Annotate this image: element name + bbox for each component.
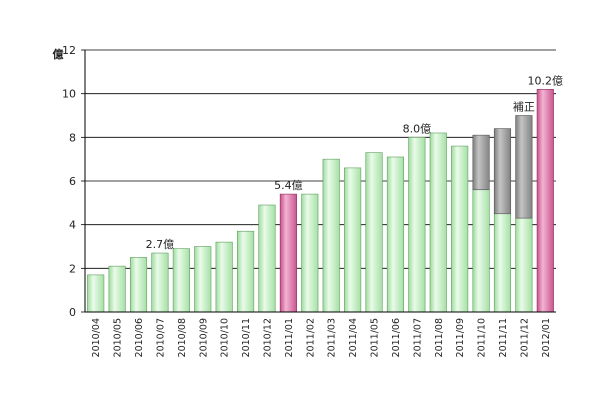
bar — [301, 193, 319, 313]
y-axis-label: 億 — [53, 47, 64, 61]
x-tick-label: 2010/07 — [155, 318, 166, 357]
bar — [429, 132, 447, 313]
y-tick-label: 10 — [62, 88, 76, 101]
x-tick-label: 2011/12 — [519, 318, 530, 357]
annotation-label: 2.7億 — [146, 238, 175, 251]
annotation-label: 8.0億 — [403, 122, 432, 135]
bar — [172, 248, 190, 313]
bar — [386, 156, 404, 313]
axes — [81, 49, 556, 313]
x-tick-label: 2012/01 — [541, 318, 552, 357]
bar — [451, 145, 469, 313]
bar-highlight — [279, 193, 297, 313]
x-tick-label: 2011/02 — [305, 318, 316, 357]
bar-highlight — [536, 89, 554, 313]
y-tick-label: 2 — [69, 262, 76, 275]
bar — [472, 189, 490, 313]
labels: 0 2 4 6 8 10 12億 2010/04 2010/05 2010/06 2010/07 20… — [53, 44, 564, 357]
bar — [344, 167, 362, 313]
bar — [108, 265, 126, 313]
y-tick-label: 6 — [69, 175, 76, 188]
y-tick-label: 8 — [69, 131, 76, 144]
bar-correction — [515, 115, 533, 219]
x-tick-label: 2011/04 — [348, 318, 359, 357]
bar — [87, 274, 105, 313]
bar — [322, 158, 340, 313]
x-tick-label: 2011/07 — [412, 318, 423, 357]
x-tick-label: 2010/08 — [177, 318, 188, 357]
x-tick-label: 2010/09 — [198, 318, 209, 357]
x-tick-label: 2011/11 — [498, 318, 509, 357]
x-tick-label: 2011/06 — [391, 318, 402, 357]
bar — [237, 230, 255, 313]
x-tick-label: 2010/06 — [134, 318, 145, 357]
bar — [258, 204, 276, 313]
annotation-label: 10.2億 — [528, 74, 564, 87]
bar-correction — [472, 134, 490, 191]
bars — [87, 89, 554, 313]
x-tick-label: 2011/05 — [370, 318, 381, 357]
y-tick-label: 12 — [62, 44, 76, 57]
bar — [365, 152, 383, 313]
bar — [515, 217, 533, 313]
x-tick-label: 2011/03 — [327, 318, 338, 357]
x-tick-label: 2011/10 — [477, 318, 488, 357]
bar — [151, 252, 169, 313]
x-tick-label: 2011/01 — [284, 318, 295, 357]
bar — [194, 246, 212, 313]
x-tick-label: 2010/04 — [91, 318, 102, 357]
annotation-label: 5.4億 — [274, 179, 303, 192]
x-tick-label: 2011/08 — [434, 318, 445, 357]
x-tick-label: 2010/12 — [262, 318, 273, 357]
y-tick-label: 0 — [69, 306, 76, 319]
x-tick-label: 2010/05 — [113, 318, 124, 357]
annotation-label: 補正 — [513, 101, 535, 114]
bar — [493, 213, 512, 313]
y-tick-label: 4 — [69, 219, 76, 232]
bar — [408, 137, 426, 313]
bar-correction — [493, 128, 512, 215]
x-tick-label: 2010/10 — [220, 318, 231, 357]
bar — [215, 241, 233, 313]
bar — [129, 257, 148, 313]
x-tick-label: 2010/11 — [241, 318, 252, 357]
x-tick-label: 2011/09 — [455, 318, 466, 357]
